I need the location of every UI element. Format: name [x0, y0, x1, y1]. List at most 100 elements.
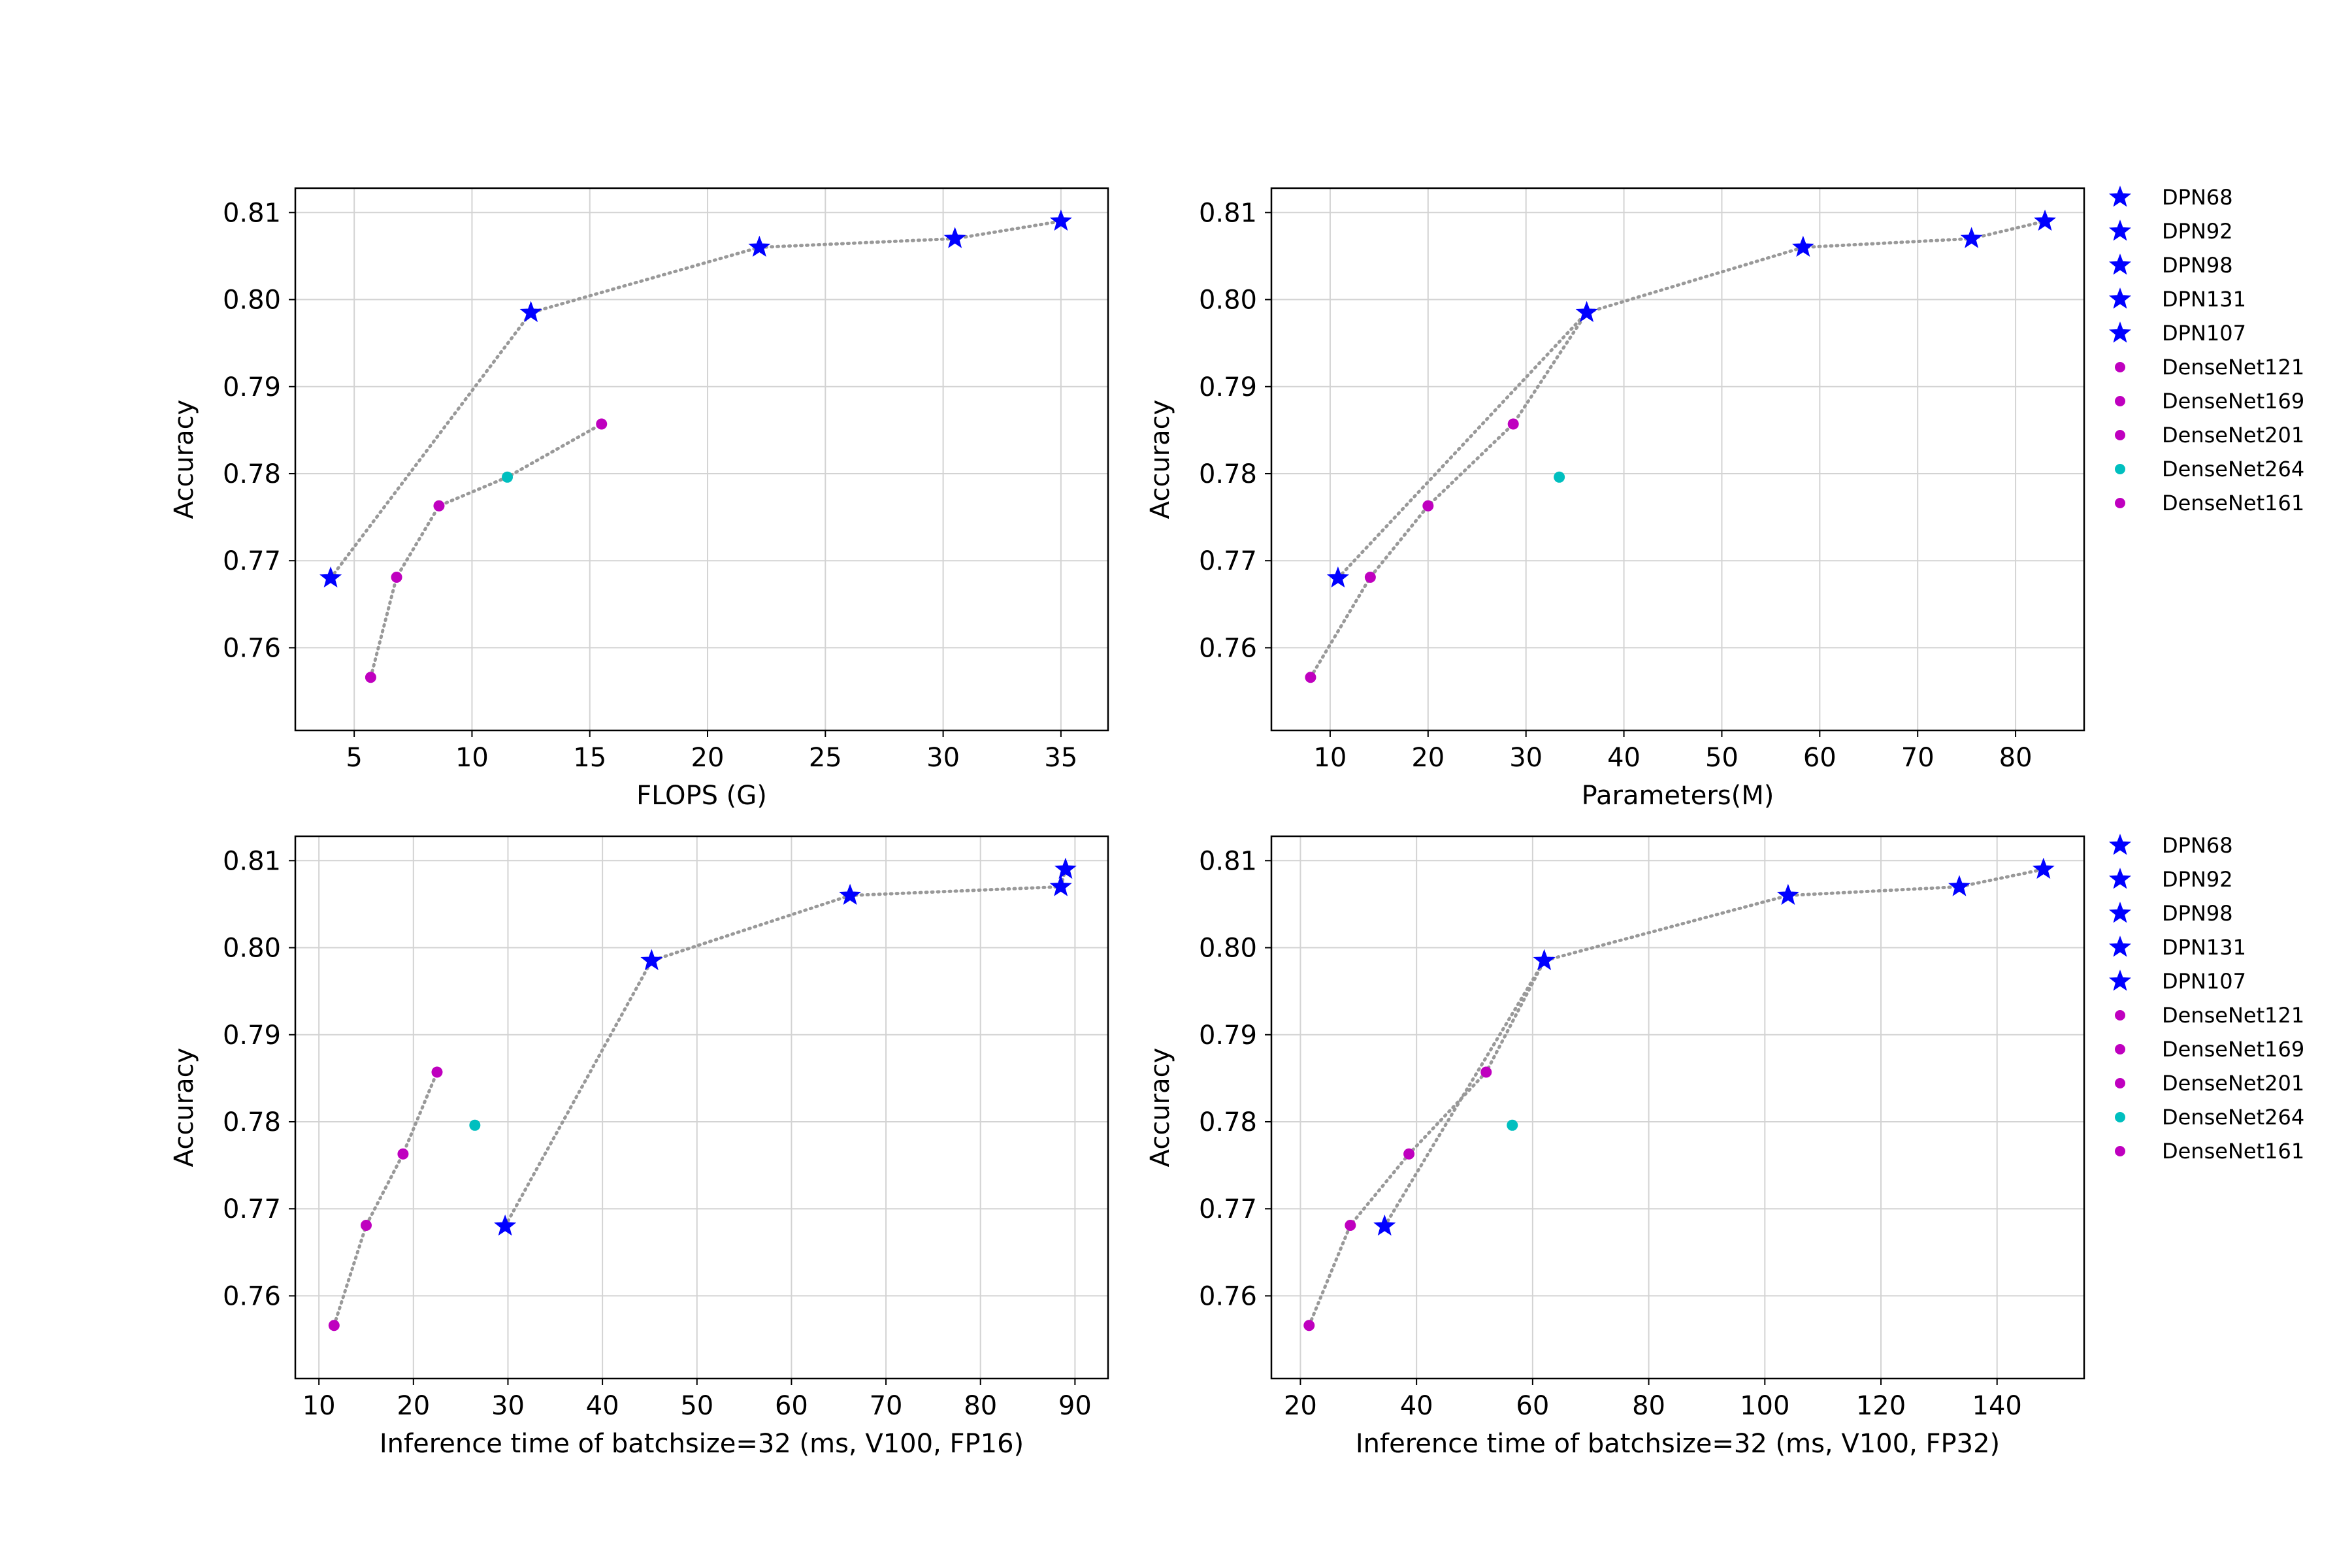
legend-marker-dpn131 — [2109, 287, 2131, 309]
legend-label-dpn131: DPN131 — [2162, 287, 2246, 312]
x-tick-label: 10 — [302, 1391, 336, 1421]
legend-marker-densenet169 — [2115, 1044, 2125, 1054]
y-tick-label: 0.77 — [1199, 546, 1257, 576]
y-tick-label: 0.79 — [1199, 372, 1257, 402]
legend-marker-dpn92 — [2109, 220, 2131, 241]
point-densenet161 — [431, 1066, 443, 1078]
legend-marker-densenet121 — [2115, 1010, 2125, 1021]
x-tick-label: 25 — [809, 743, 842, 773]
connector-line-2 — [332, 1070, 439, 1328]
legend-label-dpn92: DPN92 — [2162, 219, 2233, 244]
y-tick-label: 0.77 — [223, 1194, 281, 1224]
y-tick-label: 0.77 — [1199, 1194, 1257, 1224]
x-tick-label: 70 — [1901, 743, 1935, 773]
chart-panel-4: 20 40 60 80 100 120 140 0.76 0.77 0.78 0.79 0.80 0.8… — [1145, 833, 2304, 1459]
x-tick-label: 140 — [1972, 1391, 2022, 1421]
y-tick-label: 0.76 — [223, 633, 281, 663]
point-densenet201 — [1422, 500, 1434, 512]
legend-marker-densenet264 — [2115, 464, 2125, 474]
x-tick-label: 60 — [1516, 1391, 1549, 1421]
x-tick-label: 50 — [680, 1391, 713, 1421]
y-tick-label: 0.76 — [1199, 633, 1257, 663]
point-densenet121 — [1305, 672, 1316, 683]
legend-label-densenet161: DenseNet161 — [2162, 491, 2304, 515]
x-tick-label: 60 — [775, 1391, 808, 1421]
x-tick-label: 35 — [1044, 743, 1077, 773]
point-dpn92 — [1575, 301, 1598, 322]
x-tick-label: 20 — [1284, 1391, 1317, 1421]
chart-panel-3: 10 20 30 40 50 60 70 80 90 0.76 0.77 0.78 0.79 0.80 0.… — [169, 835, 1109, 1459]
legend-marker-densenet201 — [2115, 430, 2125, 440]
point-densenet169 — [391, 572, 402, 583]
x-tick-label: 70 — [870, 1391, 903, 1421]
point-dpn107 — [1049, 209, 1072, 231]
legend-label-densenet161: DenseNet161 — [2162, 1139, 2304, 1164]
x-tick-label: 80 — [1632, 1391, 1665, 1421]
point-densenet264 — [502, 471, 514, 483]
point-dpn131 — [1960, 227, 1983, 248]
point-densenet264 — [1507, 1119, 1518, 1131]
legend-label-densenet201: DenseNet201 — [2162, 423, 2304, 448]
y-axis-label: Accuracy — [169, 400, 199, 519]
y-tick-label: 0.81 — [1199, 846, 1257, 876]
axes-frame — [1270, 835, 2085, 1380]
point-densenet201 — [1403, 1148, 1415, 1160]
legend-marker-dpn98 — [2109, 253, 2131, 275]
legend-label-densenet169: DenseNet169 — [2162, 389, 2304, 414]
y-tick-label: 0.77 — [223, 546, 281, 576]
legend-marker-densenet121 — [2115, 362, 2125, 372]
legend-marker-dpn107 — [2109, 970, 2131, 991]
x-tick-label: 100 — [1740, 1391, 1789, 1421]
legend-label-dpn98: DPN98 — [2162, 253, 2233, 278]
y-tick-label: 0.81 — [223, 846, 281, 876]
axes-frame — [294, 187, 1109, 732]
y-tick-label: 0.81 — [1199, 198, 1257, 228]
legend-label-dpn107: DPN107 — [2162, 321, 2246, 346]
point-dpn68 — [1326, 566, 1349, 588]
point-dpn107 — [1054, 857, 1077, 879]
x-tick-label: 50 — [1705, 743, 1739, 773]
point-densenet201 — [433, 500, 445, 512]
x-tick-label: 40 — [586, 1391, 619, 1421]
legend-label-densenet169: DenseNet169 — [2162, 1037, 2304, 1062]
point-densenet169 — [1345, 1220, 1356, 1232]
y-tick-label: 0.80 — [1199, 934, 1257, 964]
legend-marker-dpn131 — [2109, 936, 2131, 957]
x-tick-label: 10 — [1313, 743, 1347, 773]
x-tick-label: 30 — [1509, 743, 1543, 773]
point-densenet161 — [1480, 1066, 1492, 1078]
legend-marker-densenet169 — [2115, 396, 2125, 406]
legend-marker-densenet161 — [2115, 1146, 2125, 1156]
chart-panel-1: 5 10 15 20 25 30 35 0.76 0.77 0.78 0.79 0.80 0.81 FLO… — [169, 187, 1109, 811]
point-dpn98 — [1791, 235, 1814, 257]
point-dpn131 — [1049, 875, 1072, 896]
legend-marker-dpn107 — [2109, 321, 2131, 343]
point-densenet161 — [596, 418, 608, 430]
x-tick-label: 90 — [1058, 1391, 1092, 1421]
x-tick-label: 20 — [397, 1391, 430, 1421]
point-densenet169 — [1364, 572, 1376, 583]
x-tick-label: 30 — [926, 743, 960, 773]
point-densenet169 — [360, 1220, 372, 1232]
x-tick-label: 40 — [1607, 743, 1641, 773]
legend-label-densenet264: DenseNet264 — [2162, 457, 2304, 482]
point-dpn68 — [1373, 1214, 1396, 1236]
point-dpn98 — [748, 235, 771, 257]
y-tick-label: 0.76 — [223, 1281, 281, 1311]
point-dpn98 — [839, 883, 862, 906]
legend-marker-dpn98 — [2109, 902, 2131, 923]
x-tick-label: 15 — [573, 743, 606, 773]
y-tick-label: 0.80 — [1199, 286, 1257, 316]
point-densenet264 — [469, 1119, 481, 1131]
point-dpn131 — [943, 227, 966, 248]
legend-label-densenet121: DenseNet121 — [2162, 355, 2304, 380]
y-tick-label: 0.79 — [1199, 1021, 1257, 1051]
x-tick-label: 120 — [1856, 1391, 1906, 1421]
x-tick-label: 80 — [964, 1391, 997, 1421]
legend-marker-densenet161 — [2115, 498, 2125, 508]
x-tick-label: 20 — [1411, 743, 1445, 773]
x-tick-label: 60 — [1803, 743, 1837, 773]
x-axis-label: Inference time of batchsize=32 (ms, V100… — [1356, 1429, 2000, 1459]
x-tick-label: 20 — [691, 743, 725, 773]
